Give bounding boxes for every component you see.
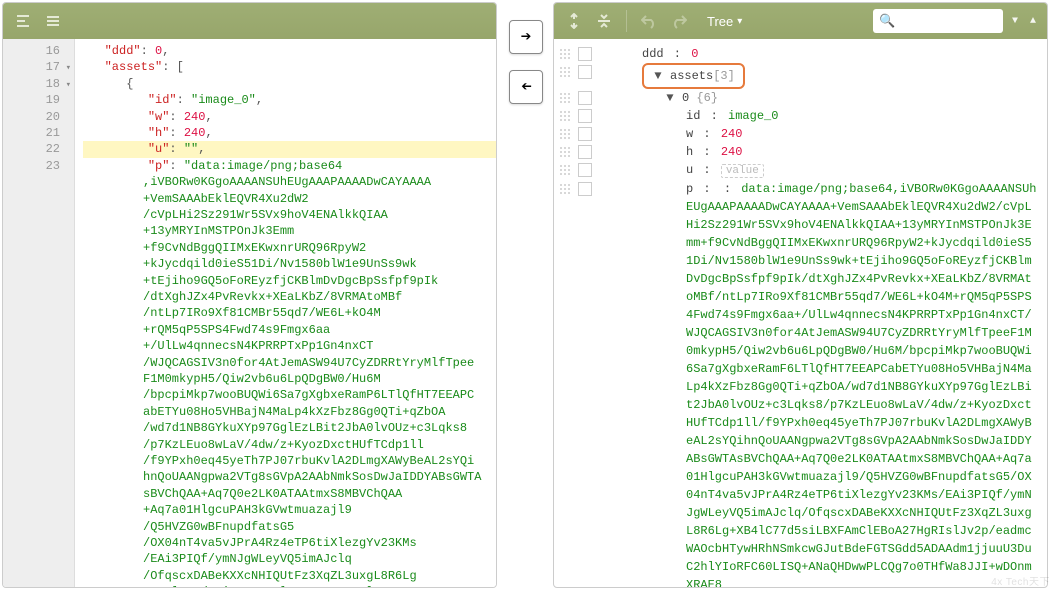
collapse-box-icon[interactable] (578, 163, 592, 177)
expand-all-icon[interactable] (562, 9, 586, 33)
tree-row[interactable]: ▼0 {6} (558, 89, 1037, 107)
gutter-line: 22 (3, 141, 60, 157)
redo-icon[interactable] (667, 9, 691, 33)
tree-row[interactable]: p : : data:image/png;base64,iVBORw0KGgoA… (558, 180, 1037, 587)
tree-row[interactable]: u : value (558, 161, 1037, 180)
chevron-down-icon: ▾ (737, 16, 742, 27)
undo-icon[interactable] (637, 9, 661, 33)
code-line[interactable]: "id": "image_0", (83, 92, 496, 108)
base64-block-left[interactable]: ,iVBORw0KGgoAAAANSUhEUgAAAPAAAADwCAYAAAA… (83, 174, 496, 587)
toolbar-separator (626, 10, 627, 32)
drag-handle-icon[interactable] (558, 163, 572, 177)
collapse-box-icon[interactable] (578, 145, 592, 159)
arrows-column: ➔ ➔ (499, 0, 553, 592)
gutter-line: 19 (3, 92, 60, 108)
search-icon: 🔍 (879, 14, 895, 29)
watermark: 4x Tech天下 (991, 573, 1050, 588)
transfer-right-button[interactable]: ➔ (509, 20, 543, 54)
code-line[interactable]: "assets": [ (83, 59, 496, 75)
drag-handle-icon[interactable] (558, 182, 572, 196)
tree-row[interactable]: ddd : 0 (558, 45, 1037, 63)
gutter-line: 23 (3, 158, 60, 174)
gutter-line: 17 (3, 59, 60, 75)
code-line[interactable]: "p": "data:image/png;base64 (83, 158, 496, 174)
drag-handle-icon[interactable] (558, 91, 572, 105)
left-panel: 1617181920212223 "ddd": 0, "assets": [ {… (2, 2, 497, 588)
code-line[interactable]: { (83, 76, 496, 92)
tree-row[interactable]: w : 240 (558, 125, 1037, 143)
drag-handle-icon[interactable] (558, 145, 572, 159)
right-panel: Tree ▾ 🔍 ▼ ▲ ddd : 0▼assets [3]▼0 {6}id … (553, 2, 1048, 588)
drag-handle-icon[interactable] (558, 127, 572, 141)
collapse-box-icon[interactable] (578, 65, 592, 79)
drag-handle-icon[interactable] (558, 47, 572, 61)
collapse-box-icon[interactable] (578, 91, 592, 105)
tree-row-content: ddd : 0 (642, 45, 698, 63)
search-next-icon[interactable]: ▲ (1027, 16, 1039, 27)
gutter: 1617181920212223 (3, 39, 75, 587)
left-toolbar (3, 3, 496, 39)
tree-row-content: ▼assets [3] (642, 63, 745, 89)
compact-icon[interactable] (41, 9, 65, 33)
tree-row-content: p : : data:image/png;base64,iVBORw0KGgoA… (686, 180, 1037, 587)
collapse-all-icon[interactable] (592, 9, 616, 33)
code-area[interactable]: "ddd": 0, "assets": [ { "id": "image_0",… (75, 39, 496, 587)
tree-row[interactable]: id : image_0 (558, 107, 1037, 125)
arrow-right-icon: ➔ (521, 26, 532, 48)
tree-view[interactable]: ddd : 0▼assets [3]▼0 {6}id : image_0w : … (554, 39, 1047, 587)
code-editor[interactable]: 1617181920212223 "ddd": 0, "assets": [ {… (3, 39, 496, 587)
search-box[interactable]: 🔍 (873, 9, 1003, 33)
tree-row-content: ▼0 {6} (664, 89, 718, 107)
drag-handle-icon[interactable] (558, 65, 572, 79)
tree-row-content: id : image_0 (686, 107, 778, 125)
tree-row-content: h : 240 (686, 143, 742, 161)
search-input[interactable] (899, 14, 997, 28)
transfer-left-button[interactable]: ➔ (509, 70, 543, 104)
collapse-box-icon[interactable] (578, 109, 592, 123)
right-toolbar: Tree ▾ 🔍 ▼ ▲ (554, 3, 1047, 39)
collapse-box-icon[interactable] (578, 47, 592, 61)
tree-row-content: u : value (686, 161, 764, 180)
tree-row-content: w : 240 (686, 125, 742, 143)
view-mode-label: Tree (707, 14, 733, 29)
drag-handle-icon[interactable] (558, 109, 572, 123)
format-icon[interactable] (11, 9, 35, 33)
gutter-line: 20 (3, 109, 60, 125)
gutter-line: 18 (3, 76, 60, 92)
arrow-left-icon: ➔ (521, 76, 532, 98)
view-mode-dropdown[interactable]: Tree ▾ (697, 14, 752, 29)
base64-block-right: data:image/png;base64,iVBORw0KGgoAAAANSU… (686, 182, 1036, 587)
search-prev-icon[interactable]: ▼ (1009, 16, 1021, 27)
gutter-line: 16 (3, 43, 60, 59)
tree-row[interactable]: ▼assets [3] (558, 63, 1037, 89)
collapse-box-icon[interactable] (578, 182, 592, 196)
gutter-line: 21 (3, 125, 60, 141)
code-line[interactable]: "h": 240, (83, 125, 496, 141)
tree-toggle-icon[interactable]: ▼ (664, 89, 676, 107)
tree-row[interactable]: h : 240 (558, 143, 1037, 161)
tree-toggle-icon[interactable]: ▼ (652, 67, 664, 85)
collapse-box-icon[interactable] (578, 127, 592, 141)
code-line[interactable]: "ddd": 0, (83, 43, 496, 59)
code-line[interactable]: "u": "", (83, 141, 496, 157)
code-line[interactable]: "w": 240, (83, 109, 496, 125)
